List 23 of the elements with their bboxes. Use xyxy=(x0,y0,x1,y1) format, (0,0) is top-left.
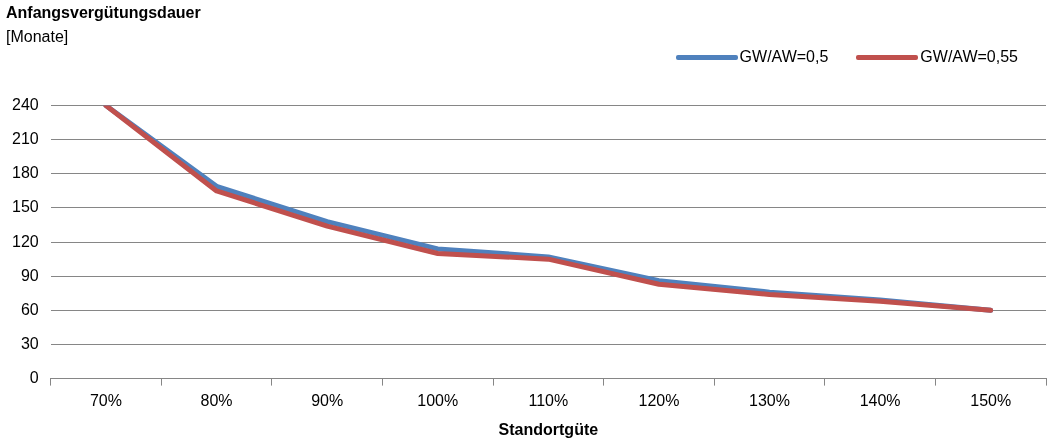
legend-label: GW/AW=0,5 xyxy=(739,48,829,66)
chart-title: Anfangsvergütungsdauer xyxy=(6,4,201,22)
x-tick-label: 110% xyxy=(528,391,569,409)
x-tick-label: 120% xyxy=(638,391,680,409)
y-tick-label: 0 xyxy=(29,369,39,387)
y-tick-label: 150 xyxy=(11,198,39,216)
y-tick-label: 240 xyxy=(11,96,39,114)
y-tick-label: 30 xyxy=(20,334,39,352)
y-tick-label: 180 xyxy=(11,164,39,182)
x-tick-label: 90% xyxy=(311,391,344,409)
x-tick-label: 100% xyxy=(417,391,459,409)
legend-label: GW/AW=0,55 xyxy=(920,48,1018,66)
x-tick-label: 80% xyxy=(200,391,233,409)
x-tick-label: 70% xyxy=(89,391,123,409)
y-tick-label: 90 xyxy=(20,266,39,284)
y-tick-label: 210 xyxy=(11,130,39,148)
x-tick-label: 130% xyxy=(749,391,790,409)
x-tick-label: 150% xyxy=(970,391,1012,409)
y-tick-label: 60 xyxy=(20,300,39,318)
y-axis-title: [Monate] xyxy=(6,28,69,46)
x-tick-label: 140% xyxy=(859,391,901,409)
y-tick-label: 120 xyxy=(11,232,39,250)
x-axis-title: Standortgüte xyxy=(498,420,599,438)
